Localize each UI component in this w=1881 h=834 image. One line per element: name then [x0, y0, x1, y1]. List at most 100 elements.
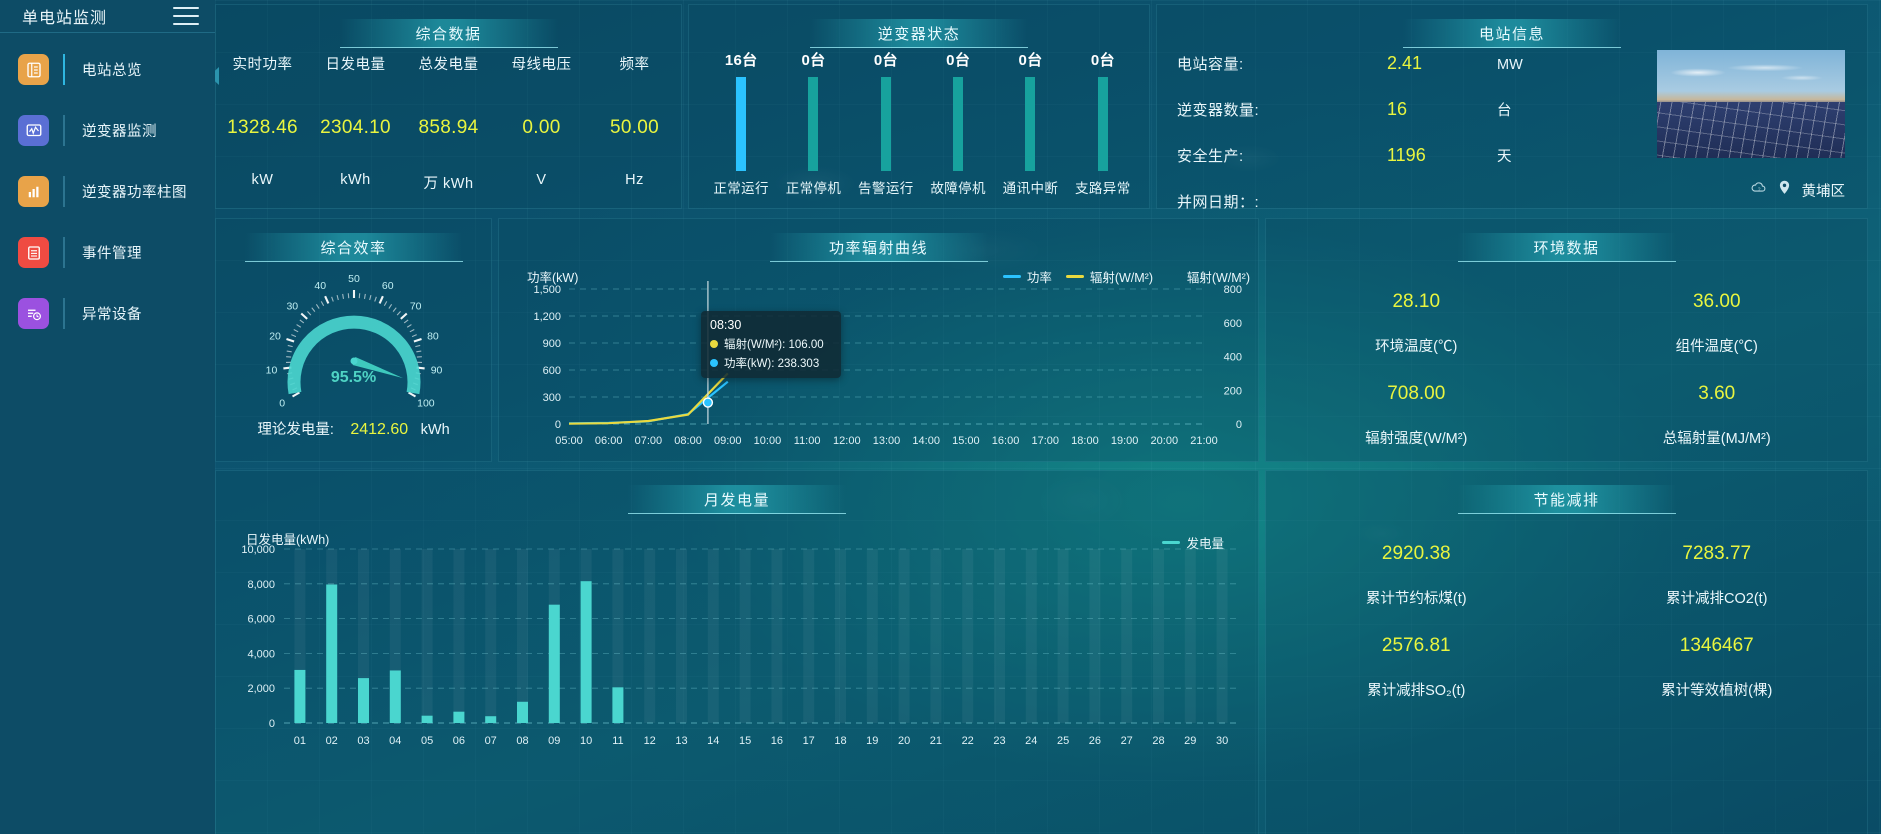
chart-legend: 功率 辐射(W/M²) [1002, 267, 1153, 286]
metric-unit: kWh [340, 172, 371, 188]
svg-text:07: 07 [485, 735, 497, 747]
plant-info-row: 逆变器数量: 16 台 [1177, 99, 1617, 145]
svg-text:14:00: 14:00 [912, 435, 940, 447]
svg-text:01: 01 [294, 735, 306, 747]
svg-text:100: 100 [417, 398, 435, 410]
svg-text:0: 0 [269, 718, 275, 730]
status-count: 0台 [946, 52, 971, 69]
monitor-icon [18, 115, 49, 146]
sidebar-item-inverter-power-bar[interactable]: 逆变器功率柱图 [0, 167, 215, 216]
status-label: 告警运行 [858, 181, 914, 196]
svg-text:1,500: 1,500 [533, 284, 561, 296]
metric-unit: 万 kWh [423, 176, 474, 192]
status-bar-item[interactable]: 0台 支路异常 [1067, 49, 1139, 197]
svg-text:20: 20 [898, 735, 910, 747]
inactive-indicator [63, 115, 65, 146]
sidebar-item-inverter-monitor[interactable]: 逆变器监测 [0, 106, 215, 155]
sidebar-item-abnormal-device[interactable]: 异常设备 [0, 289, 215, 338]
status-bar-item[interactable]: 0台 通讯中断 [994, 49, 1066, 197]
legend-item[interactable]: 功率 [1002, 267, 1052, 286]
env-value: 28.10 [1392, 291, 1441, 312]
svg-text:?: ? [1757, 186, 1760, 192]
legend-item[interactable]: 辐射(W/M²) [1065, 267, 1153, 286]
row-value: 1196 [1387, 145, 1426, 165]
row-value: 16 [1387, 99, 1408, 119]
chart-legend[interactable]: 发电量 [1162, 533, 1224, 552]
map-pin-icon[interactable] [1776, 179, 1793, 201]
svg-text:14: 14 [707, 735, 719, 747]
panel-title: 综合效率 [244, 233, 463, 262]
env-cell: 3.60 总辐射量(MJ/M²) [1567, 369, 1868, 461]
sidebar-item-label: 异常设备 [82, 307, 142, 323]
metric-unit: V [536, 172, 547, 188]
metric-unit: Hz [625, 172, 644, 188]
bar-track [1097, 77, 1108, 171]
sidebar-item-label: 逆变器监测 [82, 124, 157, 140]
svg-text:18:00: 18:00 [1071, 435, 1099, 447]
svg-text:11:00: 11:00 [794, 435, 821, 447]
svg-text:60: 60 [381, 280, 393, 292]
svg-text:20: 20 [269, 330, 281, 342]
sidebar-item-label: 电站总览 [82, 63, 142, 79]
status-label: 正常停机 [785, 181, 842, 196]
panel-monthly-generation: 月发电量 日发电量(kWh) 发电量 0 2,000 4,000 6,000 8,000… [215, 470, 1259, 834]
status-bar-item[interactable]: 0台 正常停机 [777, 49, 849, 197]
panel-title: 环境数据 [1457, 233, 1676, 262]
saving-value: 2576.81 [1381, 635, 1451, 656]
gauge-svg: 0 10 20 30 40 50 60 70 80 90 100 [265, 273, 442, 410]
theoretical-generation: 理论发电量: 2412.60 kWh [216, 418, 491, 439]
env-label: 环境温度(℃) [1375, 339, 1458, 355]
sidebar-item-overview[interactable]: 电站总览 [0, 45, 215, 94]
svg-text:05: 05 [421, 735, 433, 747]
svg-text:19:00: 19:00 [1111, 435, 1139, 447]
theoretical-label: 理论发电量: [257, 422, 334, 438]
panel-comprehensive-data: 综合数据 实时功率 1328.46 kW 日发电量 2304.10 kWh 总发… [215, 4, 682, 209]
panel-title: 节能减排 [1457, 485, 1676, 514]
svg-text:06: 06 [453, 735, 465, 747]
saving-cell: 7283.77 累计减排CO2(t) [1567, 529, 1868, 621]
legend-swatch [1002, 275, 1021, 278]
plant-meta: ? 黄埔区 [1750, 179, 1845, 201]
plant-info-row: 电站容量: 2.41 MW [1177, 53, 1617, 99]
status-bar-item[interactable]: 16台 正常运行 [705, 49, 777, 197]
row-value: 2.41 [1387, 53, 1423, 73]
sidebar-item-label: 逆变器功率柱图 [82, 185, 187, 201]
gauge-value: 95.5% [330, 369, 377, 386]
bar-chart-icon [18, 176, 49, 207]
status-bar-item[interactable]: 0台 故障停机 [922, 49, 994, 197]
status-count: 16台 [724, 52, 758, 69]
collapse-left-arrow-icon[interactable] [215, 67, 219, 85]
row-unit: 台 [1497, 103, 1512, 119]
photo-sky [1666, 62, 1827, 87]
bar-track [736, 77, 747, 171]
app-title: 单电站监测 [22, 10, 108, 27]
svg-text:29: 29 [1184, 735, 1196, 747]
svg-text:27: 27 [1121, 735, 1133, 747]
metric-cell: 频率 50.00 Hz [588, 53, 681, 193]
hamburger-icon[interactable] [173, 7, 199, 25]
panel-title: 综合数据 [339, 19, 558, 48]
svg-text:300: 300 [543, 392, 561, 404]
legend-label: 辐射(W/M²) [1089, 271, 1153, 285]
saving-label: 累计减排CO2(t) [1666, 591, 1768, 607]
svg-text:23: 23 [993, 735, 1005, 747]
gauge-ticks [282, 290, 425, 398]
svg-text:04: 04 [389, 735, 401, 747]
svg-text:10: 10 [580, 735, 592, 747]
power-curve-chart: 0 300 600 900 1,200 1,500 0 200 400 600 800 05:00 06… [533, 281, 1242, 447]
saving-cell: 1346467 累计等效植树(棵) [1567, 621, 1868, 713]
status-label: 正常运行 [713, 181, 769, 196]
cloud-question-icon[interactable]: ? [1750, 179, 1767, 201]
env-value: 36.00 [1692, 291, 1741, 312]
svg-text:80: 80 [427, 330, 439, 342]
saving-label: 累计节约标煤(t) [1365, 591, 1467, 607]
row-unit: 天 [1497, 149, 1512, 165]
sidebar-item-event-management[interactable]: 事件管理 [0, 228, 215, 277]
row-label: 电站容量: [1177, 56, 1244, 73]
svg-text:900: 900 [543, 338, 561, 350]
status-bar-item[interactable]: 0台 告警运行 [850, 49, 922, 197]
svg-text:30: 30 [286, 300, 298, 312]
svg-text:07:00: 07:00 [635, 435, 663, 447]
svg-text:20:00: 20:00 [1151, 435, 1179, 447]
svg-text:09:00: 09:00 [714, 435, 742, 447]
